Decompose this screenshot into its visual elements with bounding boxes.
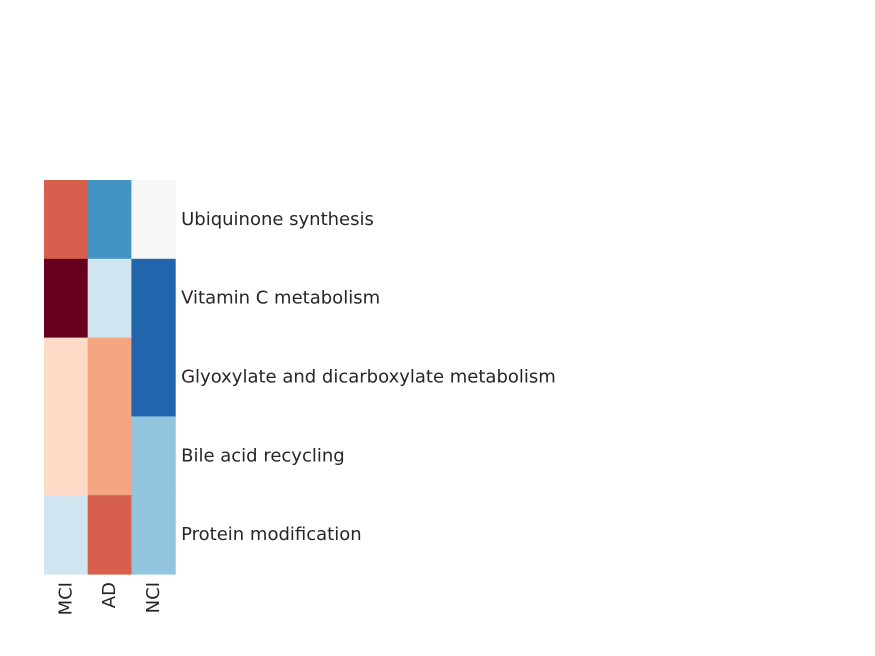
heatmap-cells (44, 180, 176, 575)
heatmap-cell (44, 258, 89, 339)
column-label: AD (99, 582, 120, 608)
heatmap-cell (131, 416, 176, 496)
heatmap-cell (131, 258, 176, 339)
column-labels: MCI AD NCI (55, 582, 163, 615)
heatmap-cell (131, 180, 176, 260)
row-label: Vitamin C metabolism (181, 288, 380, 309)
heatmap-cell (131, 337, 176, 417)
heatmap-cell (44, 180, 89, 260)
heatmap-cell (44, 416, 89, 496)
heatmap-cell (87, 416, 132, 496)
heatmap-cell (87, 180, 132, 260)
heatmap-cell (87, 337, 132, 417)
row-label: Glyoxylate and dicarboxylate metabolism (181, 367, 556, 388)
heatmap-cell (87, 258, 132, 339)
heatmap-cell (87, 495, 132, 575)
row-label: Bile acid recycling (181, 445, 345, 466)
column-label: MCI (55, 582, 76, 615)
heatmap-cell (44, 495, 89, 575)
heatmap-cell (44, 337, 89, 417)
row-label: Ubiquinone synthesis (181, 209, 374, 230)
heatmap-cell (131, 495, 176, 575)
column-label: NCI (143, 582, 164, 613)
row-label: Protein modification (181, 524, 362, 545)
row-labels: Ubiquinone synthesis Vitamin C metabolism… (181, 209, 556, 545)
